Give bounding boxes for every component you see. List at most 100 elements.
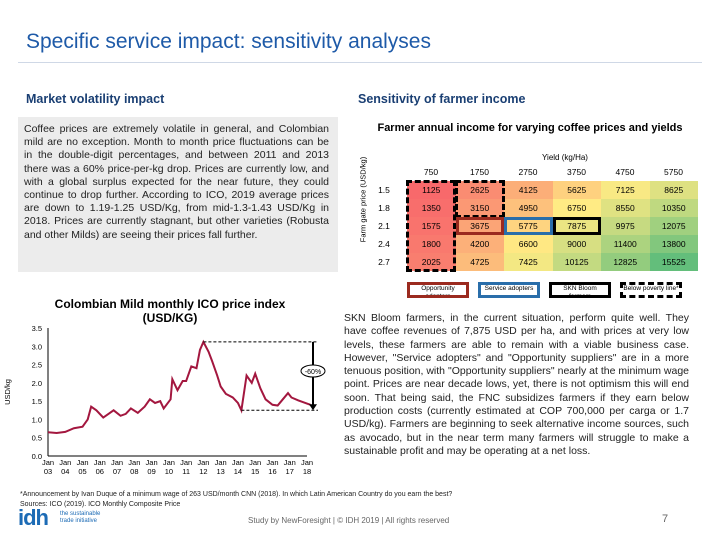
table-cell: 4125 — [504, 181, 553, 199]
table-cell: 2025 — [407, 253, 456, 271]
x-tick-label: Jan — [59, 458, 71, 467]
price-series-line — [47, 339, 311, 434]
table-cell: 8550 — [601, 199, 650, 217]
x-tick-label: 14 — [234, 467, 242, 476]
x-tick-label: 09 — [147, 467, 155, 476]
left-paragraph: Coffee prices are extremely volatile in … — [24, 123, 329, 241]
x-tick-label: Jan — [197, 458, 209, 467]
arrow-head-icon — [309, 404, 317, 411]
legend-item: Opportunity adopters — [407, 282, 469, 298]
table-cell: 2625 — [455, 181, 504, 199]
row-header: 2.7 — [378, 257, 390, 267]
legend-item: SKN Bloom farmers — [549, 282, 611, 298]
row-header: 1.5 — [378, 185, 390, 195]
x-tick-label: 08 — [130, 467, 138, 476]
x-tick-label: Jan — [249, 458, 261, 467]
column-header: 4750 — [615, 167, 635, 177]
table-cell: 7875 — [552, 217, 601, 235]
x-tick-label: Jan — [232, 458, 244, 467]
row-header: 2.4 — [378, 239, 390, 249]
table-cell: 5775 — [504, 217, 553, 235]
table-cell: 9000 — [552, 235, 601, 253]
table-cell: 1125 — [407, 181, 456, 199]
table-cell: 1350 — [407, 199, 456, 217]
table-cell: 9975 — [601, 217, 650, 235]
y-tick-label: 3.0 — [32, 342, 42, 351]
left-heading: Market volatility impact — [26, 92, 165, 106]
table-cell: 13800 — [649, 235, 698, 253]
table-cell: 12825 — [601, 253, 650, 271]
idh-logo: idh the sustainable trade initiative — [18, 505, 128, 531]
footer-credit: Study by NewForesight | © IDH 2019 | All… — [248, 516, 450, 525]
legend-item: Service adopters — [478, 282, 540, 298]
table-cell: 6750 — [552, 199, 601, 217]
x-tick-label: Jan — [266, 458, 278, 467]
x-tick-label: Jan — [76, 458, 88, 467]
y-tick-label: 0.5 — [32, 434, 42, 443]
x-tick-label: Jan — [146, 458, 158, 467]
x-tick-label: Jan — [215, 458, 227, 467]
column-header: 750 — [423, 167, 439, 177]
price-line-chart: 0.00.51.01.52.02.53.03.5Jan03Jan04Jan05J… — [3, 324, 326, 476]
price-axis-label: Farm gate price (USD/kg) — [358, 156, 368, 243]
x-tick-label: 04 — [61, 467, 69, 476]
page-title: Specific service impact: sensitivity ana… — [26, 30, 431, 53]
page-number: 7 — [662, 513, 669, 525]
title-divider — [18, 62, 702, 63]
x-tick-label: Jan — [163, 458, 175, 467]
yield-axis-label: Yield (kg/Ha) — [542, 153, 588, 162]
y-tick-label: 3.5 — [32, 324, 42, 333]
x-tick-label: 17 — [286, 467, 294, 476]
table-cell: 8625 — [649, 181, 698, 199]
text-box — [18, 117, 338, 272]
table-cell: 4725 — [455, 253, 504, 271]
y-tick-label: 2.5 — [32, 361, 42, 370]
y-tick-label: 0.0 — [32, 452, 42, 461]
column-header: 1750 — [470, 167, 489, 177]
row-header: 1.8 — [378, 203, 390, 213]
y-tick-label: 1.0 — [32, 415, 42, 424]
row-header: 2.1 — [378, 221, 390, 231]
table-cell: 6600 — [504, 235, 553, 253]
y-tick-label: 2.0 — [32, 379, 42, 388]
x-tick-label: 18 — [303, 467, 311, 476]
column-header: 5750 — [664, 167, 683, 177]
x-tick-label: 15 — [251, 467, 259, 476]
column-header: 2750 — [518, 167, 538, 177]
table-cell: 15525 — [649, 253, 698, 271]
footnote: *Announcement by Ivan Duque of a minimum… — [20, 491, 453, 498]
right-paragraph: SKN Bloom farmers, in the current situat… — [344, 312, 689, 457]
x-tick-label: 07 — [113, 467, 121, 476]
legend-item: Below poverty line* — [620, 282, 682, 298]
table-cell: 12075 — [649, 217, 698, 235]
x-tick-label: 03 — [44, 467, 52, 476]
y-tick-label: 1.5 — [32, 397, 42, 406]
column-header: 3750 — [567, 167, 586, 177]
table-cell: 7425 — [504, 253, 553, 271]
x-tick-label: 10 — [165, 467, 173, 476]
table-cell: 1800 — [407, 235, 456, 253]
table-cell: 5625 — [552, 181, 601, 199]
x-tick-label: 11 — [182, 467, 190, 476]
table-title: Farmer annual income for varying coffee … — [377, 122, 683, 134]
y-axis-label: USD/kg — [3, 379, 12, 405]
table-cell: 4200 — [455, 235, 504, 253]
logo-mark: idh — [18, 505, 49, 530]
sources: Sources: ICO (2019). ICO Monthly Composi… — [20, 501, 181, 508]
chart-title: Colombian Mild monthly ICO price index (… — [54, 297, 286, 325]
table-cell: 10125 — [552, 253, 601, 271]
table-cell: 7125 — [601, 181, 650, 199]
x-tick-label: Jan — [284, 458, 296, 467]
x-tick-label: Jan — [128, 458, 140, 467]
table-cell: 3150 — [455, 199, 504, 217]
x-tick-label: 06 — [96, 467, 104, 476]
x-tick-label: Jan — [94, 458, 106, 467]
annotation-bubble — [300, 364, 326, 378]
table-cell: 10350 — [649, 199, 698, 217]
x-tick-label: Jan — [111, 458, 123, 467]
table-cell: 1575 — [407, 217, 456, 235]
x-tick-label: Jan — [301, 458, 313, 467]
x-tick-label: Jan — [42, 458, 54, 467]
logo-text: the sustainable trade initiative — [60, 511, 101, 524]
